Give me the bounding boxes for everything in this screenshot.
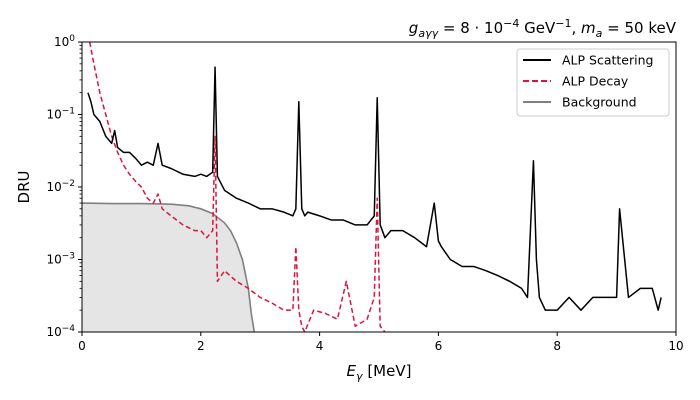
legend-label-alp-decay: ALP Decay: [562, 74, 629, 89]
title-separator: ,: [571, 19, 581, 37]
x-axis-label: Eγ [MeV]: [347, 362, 412, 383]
legend-box: [516, 48, 670, 117]
x-tick-label-2: 2: [197, 339, 205, 353]
x-axis-ticks: 0 2 4 6 8 10: [78, 332, 684, 353]
series-background-fill: [82, 203, 255, 332]
title-unit-exponent: −1: [555, 17, 571, 30]
legend-label-background: Background: [562, 95, 637, 110]
y-tick-label-4: 100: [54, 34, 75, 49]
y-axis-ticks: 10−4 10−3 10−2 10−1 100: [46, 34, 82, 339]
title-mass-value: = 50 keV: [602, 19, 676, 37]
series-layer: [82, 42, 662, 332]
series-background-line: [82, 202, 256, 332]
x-axis-label-symbol: E: [347, 362, 357, 380]
title-coupling-subscript: aγγ: [418, 27, 438, 40]
title-mass-symbol: m: [581, 19, 596, 37]
x-tick-label-10: 10: [668, 339, 683, 353]
x-tick-label-8: 8: [553, 339, 561, 353]
title-coupling-exponent: −4: [503, 17, 519, 30]
chart-title: gaγγ = 8 · 10−4 GeV−1, ma = 50 keV: [409, 17, 677, 40]
y-tick-label-3: 10−1: [46, 107, 75, 122]
series-alp-scattering-line: [87, 66, 662, 311]
title-unit: GeV: [519, 19, 556, 37]
legend-label-alp-scattering: ALP Scattering: [562, 53, 653, 68]
y-axis-label: DRU: [15, 171, 33, 204]
x-axis-label-subscript: γ: [356, 370, 363, 383]
title-coupling-value: = 8 · 10: [438, 19, 503, 37]
x-axis-label-unit: [MeV]: [363, 362, 412, 380]
x-tick-label-6: 6: [435, 339, 443, 353]
y-tick-label-0: 10−4: [46, 324, 75, 339]
title-coupling-symbol: g: [409, 19, 419, 37]
series-alp-decay-line: [88, 42, 386, 332]
y-tick-label-1: 10−3: [46, 252, 75, 267]
legend: ALP Scattering ALP Decay Background: [516, 48, 670, 117]
y-tick-label-2: 10−2: [46, 179, 75, 194]
x-tick-label-4: 4: [316, 339, 324, 353]
title-mass-subscript: a: [596, 27, 603, 40]
x-tick-label-0: 0: [78, 339, 86, 353]
